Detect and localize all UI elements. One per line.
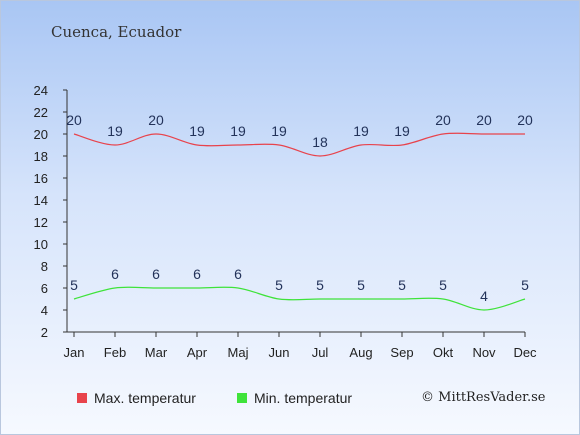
legend-max: Max. temperatur (77, 390, 196, 406)
y-tick-label: 16 (34, 171, 48, 186)
min-value-label: 5 (70, 277, 78, 293)
legend-min-label: Min. temperatur (254, 390, 353, 406)
min-value-label: 5 (521, 277, 529, 293)
x-tick-label: Sep (390, 345, 413, 360)
min-value-label: 5 (439, 277, 447, 293)
location-title: Cuenca, Ecuador (51, 23, 182, 41)
y-tick-label: 18 (34, 149, 48, 164)
y-tick-label: 24 (34, 83, 48, 98)
max-value-label: 20 (435, 112, 451, 128)
x-tick-label: Mar (145, 345, 168, 360)
min-value-label: 5 (275, 277, 283, 293)
x-tick-label: Feb (104, 345, 126, 360)
max-value-label: 19 (394, 123, 410, 139)
max-value-label: 20 (66, 112, 82, 128)
min-temperature-line (73, 286, 526, 311)
x-tick-label: Jan (64, 345, 85, 360)
min-value-label: 5 (357, 277, 365, 293)
max-value-label: 19 (107, 123, 123, 139)
y-tick-label: 8 (41, 259, 48, 274)
y-tick-label: 12 (34, 215, 48, 230)
y-tick-label: 10 (34, 237, 48, 252)
y-tick-label: 14 (34, 193, 48, 208)
max-value-label: 20 (517, 112, 533, 128)
x-tick-label: Jul (312, 345, 329, 360)
min-value-label: 6 (111, 266, 119, 282)
legend-min: Min. temperatur (237, 390, 352, 406)
x-tick-label: Okt (433, 345, 454, 360)
max-temperature-line (73, 132, 525, 157)
x-tick-label: Apr (187, 345, 208, 360)
max-value-label: 19 (189, 123, 205, 139)
legend-max-label: Max. temperatur (94, 390, 196, 406)
x-tick-label: Aug (349, 345, 372, 360)
x-tick-label: Nov (472, 345, 496, 360)
max-value-label: 20 (476, 112, 492, 128)
legend-max-swatch (77, 393, 87, 403)
y-tick-label: 4 (41, 303, 48, 318)
max-value-label: 18 (312, 134, 328, 150)
min-value-label: 6 (193, 266, 201, 282)
max-value-label: 19 (271, 123, 287, 139)
min-value-label: 4 (480, 288, 488, 304)
x-tick-label: Maj (228, 345, 249, 360)
x-tick-label: Jun (269, 345, 290, 360)
min-value-label: 6 (234, 266, 242, 282)
max-value-label: 20 (148, 112, 164, 128)
x-tick-label: Dec (513, 345, 537, 360)
min-value-label: 6 (152, 266, 160, 282)
y-tick-label: 2 (41, 325, 48, 340)
copyright-text: © MittResVader.se (421, 390, 546, 405)
y-tick-label: 20 (34, 127, 48, 142)
legend-min-swatch (237, 393, 247, 403)
min-value-label: 5 (398, 277, 406, 293)
max-value-label: 19 (353, 123, 369, 139)
max-value-label: 19 (230, 123, 246, 139)
min-value-label: 5 (316, 277, 324, 293)
y-tick-label: 22 (34, 105, 48, 120)
y-tick-label: 6 (41, 281, 48, 296)
